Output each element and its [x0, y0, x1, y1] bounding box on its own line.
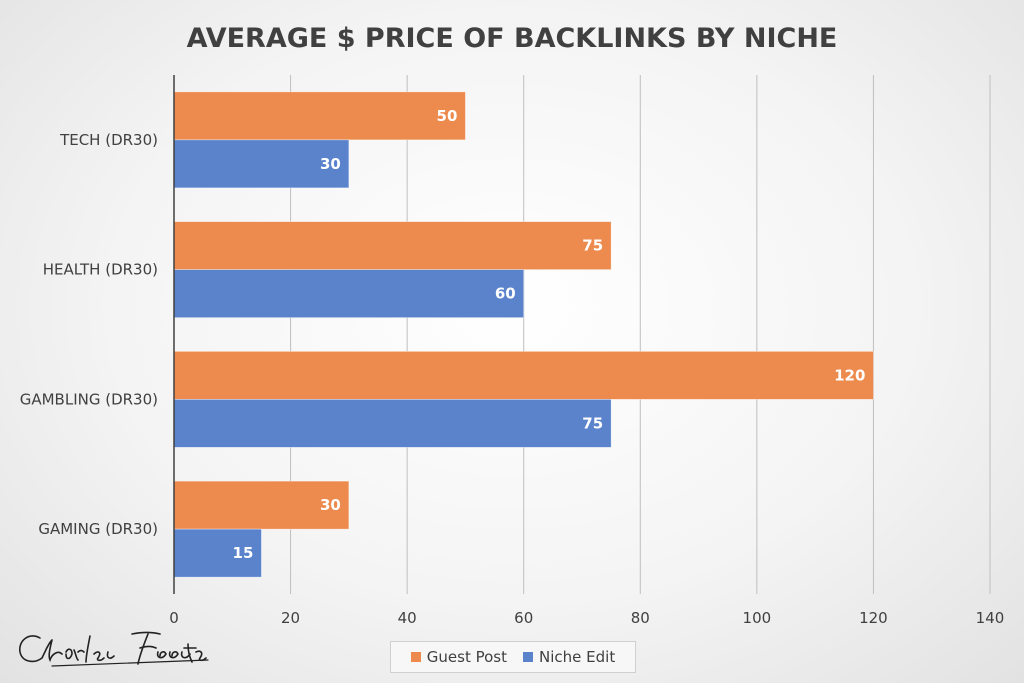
x-tick-label-120: 120	[859, 609, 888, 627]
data-label-guest-post-1: 75	[582, 237, 603, 255]
x-tick-label-0: 0	[169, 609, 179, 627]
data-label-niche-edit-3: 15	[233, 544, 254, 562]
data-label-niche-edit-0: 30	[320, 155, 341, 173]
chart-title: AVERAGE $ PRICE OF BACKLINKS BY NICHE	[187, 23, 838, 54]
legend-swatch-niche-edit	[523, 652, 534, 662]
legend-item-guest-post: Guest Post	[410, 648, 508, 666]
category-labels: TECH (DR30) HEALTH (DR30) GAMBLING (DR30) G…	[20, 131, 158, 538]
legend-label-guest-post: Guest Post	[426, 648, 508, 666]
data-label-guest-post-3: 30	[320, 496, 341, 514]
legend-label-niche-edit: Niche Edit	[539, 648, 616, 666]
bar-guest-post-2	[173, 351, 874, 400]
x-tick-label-40: 40	[398, 609, 417, 627]
data-label-niche-edit-2: 75	[582, 414, 603, 432]
bar-niche-edit-3	[173, 528, 262, 578]
legend-item-niche-edit: Niche Edit	[523, 648, 615, 666]
x-tick-labels: 0 20 40 60 80 100 120 140	[169, 609, 1004, 627]
category-label-3: GAMING (DR30)	[38, 520, 158, 538]
bar-guest-post-1	[173, 221, 612, 270]
x-tick-label-140: 140	[976, 609, 1005, 627]
x-tick-label-20: 20	[281, 609, 300, 627]
bar-guest-post-0	[173, 91, 466, 141]
x-tick-label-100: 100	[743, 609, 772, 627]
bar-niche-edit-2	[173, 399, 612, 448]
grid-lines	[290, 75, 991, 594]
legend-swatch-guest-post	[410, 652, 421, 662]
data-label-guest-post-2: 120	[834, 366, 865, 384]
bar-guest-post-3	[173, 480, 350, 530]
bar-niche-edit-0	[173, 139, 350, 189]
x-tick-label-60: 60	[514, 609, 533, 627]
signature-logo	[19, 631, 209, 667]
data-label-guest-post-0: 50	[437, 107, 458, 125]
bar-niche-edit-1	[173, 269, 525, 318]
legend: Guest Post Niche Edit	[390, 641, 636, 673]
category-label-1: HEALTH (DR30)	[43, 261, 158, 279]
x-tick-label-80: 80	[631, 609, 650, 627]
data-label-niche-edit-1: 60	[495, 285, 516, 303]
category-label-2: GAMBLING (DR30)	[20, 390, 158, 408]
data-labels: 50 30 75 60 120 75 30 15	[233, 107, 866, 562]
bars	[173, 91, 874, 578]
category-label-0: TECH (DR30)	[59, 131, 158, 149]
